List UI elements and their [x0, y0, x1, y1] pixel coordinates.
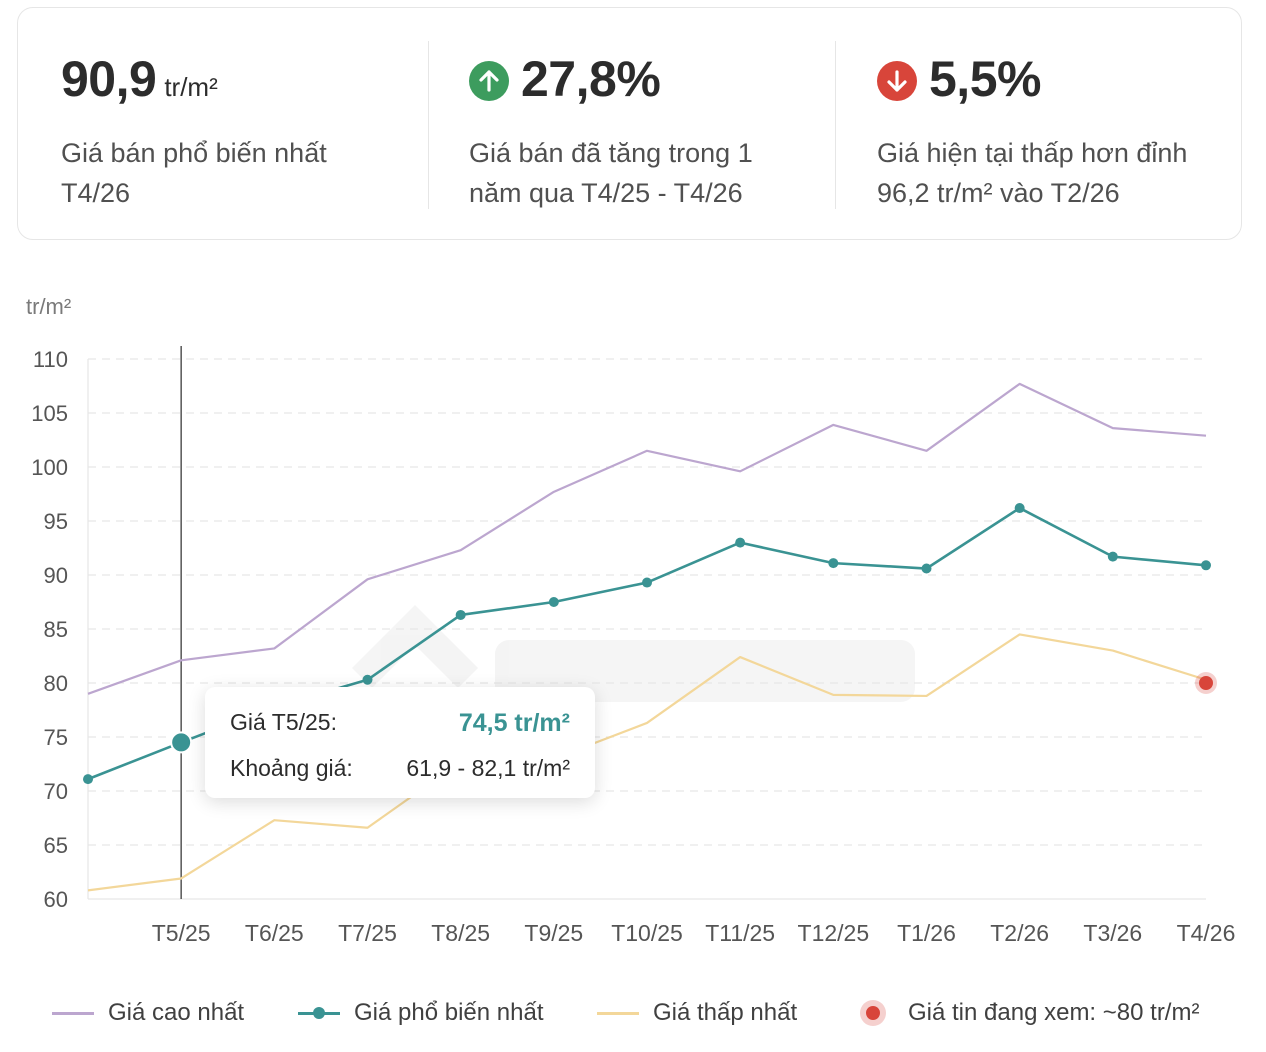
legend-label: Giá thấp nhất [653, 999, 798, 1026]
stat-description: Giá bán đã tăng trong 1 năm qua T4/25 - … [469, 138, 753, 208]
x-tick-label: T10/25 [611, 920, 683, 946]
legend-item-common-price[interactable]: Giá phổ biến nhất [298, 995, 543, 1031]
y-tick-label: 90 [44, 563, 68, 588]
stat-value: 27,8% [521, 51, 661, 107]
x-tick-label: T5/25 [152, 920, 211, 946]
x-tick-label: T7/25 [338, 920, 397, 946]
arrow-down-icon [877, 61, 917, 101]
arrow-up-icon [469, 61, 509, 101]
y-axis-label: tr/m² [26, 294, 71, 319]
y-axis-ticks: 60 65 70 75 80 85 90 95 100 105 110 [31, 347, 68, 912]
point-common-T2/26[interactable] [1014, 503, 1025, 514]
y-tick-label: 65 [44, 833, 68, 858]
tooltip-price-value: 74,5 tr/m² [458, 709, 570, 737]
x-tick-label: T2/26 [990, 920, 1049, 946]
point-common-T11/25[interactable] [735, 537, 746, 548]
point-common-T5/25[interactable] [170, 731, 193, 754]
y-tick-label: 95 [44, 509, 68, 534]
chart-series [87, 382, 1207, 892]
price-stats-card: 90,9 tr/m² Giá bán phổ biến nhất T4/26 2… [17, 7, 1242, 240]
highlight-point-current-listing[interactable] [1199, 676, 1213, 690]
legend-label: Giá tin đang xem: ~80 tr/m² [908, 999, 1200, 1026]
x-tick-label: T4/26 [1177, 920, 1236, 946]
price-line-chart[interactable]: tr/m² 60 65 70 75 80 85 90 95 100 105 110 T5/25 T6/… [0, 0, 1266, 980]
y-tick-label: 85 [44, 617, 68, 642]
x-axis-ticks: T5/25 T6/25 T7/25 T8/25 T9/25 T10/25 T11/25 T12… [152, 920, 1236, 946]
legend-swatch [52, 1003, 94, 1023]
y-tick-label: 110 [33, 347, 68, 372]
y-tick-label: 105 [31, 401, 68, 426]
series-line-max [87, 382, 1207, 695]
x-tick-label: T8/25 [431, 920, 490, 946]
point-common-T7/25[interactable] [362, 674, 373, 685]
point-common-T8/25[interactable] [455, 609, 466, 620]
chart-grid [87, 358, 1206, 900]
series-line-min [87, 633, 1207, 892]
stat-unit: tr/m² [164, 72, 218, 102]
x-tick-label: T6/25 [245, 920, 304, 946]
legend-marker [860, 1000, 886, 1026]
legend-label: Giá phổ biến nhất [354, 999, 544, 1026]
y-tick-label: 70 [44, 779, 68, 804]
point-common-T9/25[interactable] [548, 597, 559, 607]
point-common-T3/26[interactable] [1107, 551, 1118, 562]
point-common-T12/25[interactable] [828, 558, 839, 569]
point-common-T4/25[interactable] [83, 774, 93, 785]
x-tick-label: T3/26 [1083, 920, 1142, 946]
x-tick-label: T11/25 [705, 920, 775, 946]
tooltip-range-value: 61,9 - 82,1 tr/m² [406, 755, 570, 781]
y-tick-label: 80 [44, 671, 68, 696]
y-tick-label: 75 [44, 725, 68, 750]
stat-divider [835, 41, 836, 209]
legend-item-current-listing[interactable]: Giá tin đang xem: ~80 tr/m² [860, 995, 1199, 1031]
legend-item-max-price[interactable]: Giá cao nhất [52, 995, 244, 1031]
point-common-T10/25[interactable] [642, 577, 652, 588]
point-common-T4/26[interactable] [1201, 560, 1211, 571]
stat-value: 90,9 [61, 51, 157, 107]
hover-tooltip: Giá T5/25: 74,5 tr/m² Khoảng giá: 61,9 -… [205, 687, 595, 798]
y-tick-label: 100 [31, 455, 68, 480]
legend-swatch [597, 1003, 639, 1023]
point-common-T1/26[interactable] [921, 563, 932, 574]
legend-swatch [298, 1003, 340, 1023]
x-tick-label: T1/26 [897, 920, 956, 946]
legend-label: Giá cao nhất [108, 999, 245, 1026]
chart-markers[interactable] [83, 503, 1217, 785]
chart-legend: Giá cao nhất Giá phổ biến nhất Giá thấp … [0, 995, 1266, 1035]
tooltip-range-label: Khoảng giá: [230, 755, 353, 781]
x-tick-label: T12/25 [798, 920, 870, 946]
stat-value: 5,5% [929, 51, 1041, 107]
legend-item-min-price[interactable]: Giá thấp nhất [597, 995, 797, 1031]
tooltip-price-label: Giá T5/25: [230, 709, 337, 735]
stat-description: Giá hiện tại thấp hơn đỉnh 96,2 tr/m² và… [877, 138, 1188, 208]
stat-divider [428, 41, 429, 209]
y-tick-label: 60 [44, 887, 68, 912]
stat-description: Giá bán phổ biến nhất T4/26 [61, 138, 327, 208]
x-tick-label: T9/25 [524, 920, 583, 946]
